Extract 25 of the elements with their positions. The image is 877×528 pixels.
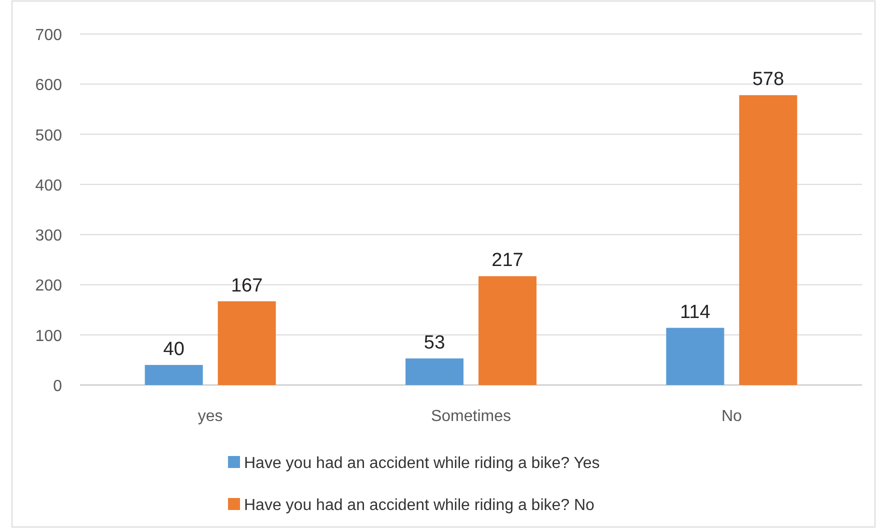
bar: [144, 364, 203, 385]
legend-label: Have you had an accident while riding a bike? Yes: [244, 455, 600, 472]
bar: [406, 358, 464, 385]
x-tick-label: yes: [198, 408, 223, 425]
data-label: 114: [680, 302, 711, 323]
y-tick-label: 400: [35, 177, 62, 194]
y-tick-label: 700: [35, 27, 62, 44]
y-tick-label: 100: [35, 328, 62, 345]
data-label: 578: [752, 69, 784, 90]
x-tick-label: Sometimes: [430, 408, 512, 425]
legend-label: Have you had an accident while riding a bike? No: [244, 497, 595, 514]
data-label: 40: [163, 338, 184, 360]
bar: [739, 95, 798, 385]
y-tick-label: 300: [35, 228, 62, 245]
x-tick-label: No: [721, 408, 742, 425]
y-tick-label: 600: [35, 77, 62, 94]
bar: [478, 276, 536, 385]
data-label: 53: [424, 332, 446, 354]
data-label: 217: [492, 250, 524, 272]
data-label: 167: [230, 275, 263, 296]
bar: [666, 328, 724, 385]
y-tick-label: 0: [53, 378, 62, 395]
y-tick-label: 500: [35, 127, 62, 144]
bar: [218, 301, 276, 385]
y-tick-label: 200: [35, 278, 62, 295]
